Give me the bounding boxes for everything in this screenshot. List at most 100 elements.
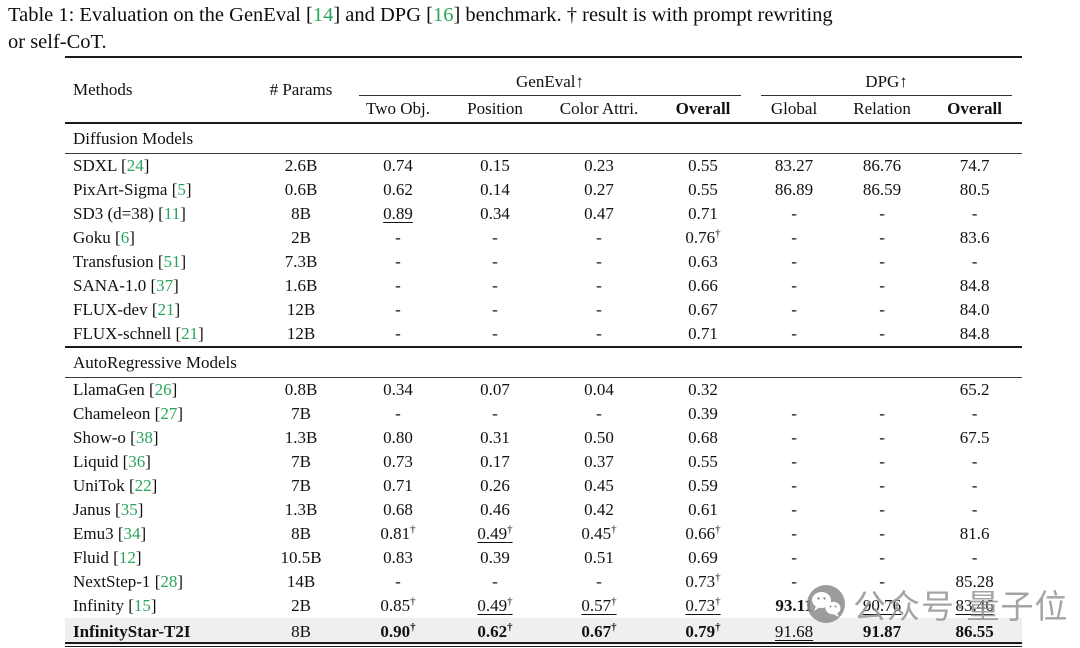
value-cell: 0.34 bbox=[447, 202, 543, 226]
value-text: - bbox=[492, 252, 498, 271]
method-cell: PixArt-Sigma [5] bbox=[73, 180, 192, 199]
value-cell bbox=[751, 378, 837, 403]
value-text: 84.8 bbox=[959, 276, 990, 295]
method-cell: Liquid [36] bbox=[73, 452, 151, 471]
value-text: 0.73† bbox=[685, 571, 721, 591]
value-text: 0.71 bbox=[688, 324, 718, 343]
citation-link[interactable]: 37 bbox=[156, 276, 174, 295]
citation-link[interactable]: 22 bbox=[134, 476, 152, 495]
value-cell: - bbox=[447, 322, 543, 347]
method-name: Janus bbox=[73, 500, 111, 519]
caption-text: Table 1: Evaluation on the GenEval [ bbox=[8, 4, 313, 26]
value-cell: - bbox=[837, 322, 927, 347]
method-name: Transfusion bbox=[73, 252, 154, 271]
dagger-mark: † bbox=[715, 595, 721, 608]
section-label: AutoRegressive Models bbox=[65, 346, 1023, 378]
col-header-dpg-overall: Overall bbox=[927, 96, 1023, 124]
value-text: - bbox=[596, 228, 602, 247]
method-name: UniTok bbox=[73, 476, 125, 495]
table-row: Emu3 [34] 8B 0.81† 0.49† 0.45† 0.66† - - 81.6 bbox=[65, 522, 1022, 546]
params-cell: 7B bbox=[291, 404, 311, 423]
citation-link[interactable]: 27 bbox=[160, 404, 178, 423]
value-text: 80.5 bbox=[959, 180, 990, 199]
citation-link[interactable]: 24 bbox=[126, 156, 144, 175]
citation-link[interactable]: 6 bbox=[120, 228, 130, 247]
method-cell: Emu3 [34] bbox=[73, 524, 147, 543]
value-text: 0.34 bbox=[480, 204, 510, 223]
method-name: InfinityStar-T2I bbox=[73, 621, 191, 641]
value-cell: - bbox=[349, 322, 447, 347]
params-cell: 2.6B bbox=[284, 156, 318, 175]
value-text: - bbox=[492, 324, 498, 343]
value-cell: 0.62† bbox=[447, 618, 543, 645]
citation-link[interactable]: 38 bbox=[135, 428, 153, 447]
citation-link[interactable]: 36 bbox=[128, 452, 146, 471]
value-cell: 67.5 bbox=[927, 426, 1022, 450]
citation-link[interactable]: 21 bbox=[181, 324, 199, 343]
benchmark-table: Methods # Params GenEval↑ DPG↑ Two Obj. … bbox=[65, 56, 1023, 645]
method-name: PixArt-Sigma bbox=[73, 180, 168, 199]
value-text: 83.6 bbox=[959, 228, 990, 247]
table-bottom-rule-2 bbox=[65, 646, 1022, 647]
citation-link[interactable]: 5 bbox=[177, 180, 186, 199]
citation-link[interactable]: 34 bbox=[123, 524, 141, 543]
citation-link[interactable]: 16 bbox=[432, 4, 454, 26]
value-text: 0.45 bbox=[584, 476, 614, 495]
value-text: - bbox=[791, 204, 797, 223]
value-cell: 0.63 bbox=[655, 250, 751, 274]
citation-link[interactable]: 35 bbox=[120, 500, 138, 519]
value-text: 0.17 bbox=[480, 452, 510, 471]
value-cell: 0.68 bbox=[655, 426, 751, 450]
group-label-geneval: GenEval↑ bbox=[359, 72, 742, 96]
method-cell: Goku [6] bbox=[73, 228, 135, 247]
value-cell: 0.79† bbox=[655, 618, 752, 645]
col-header-methods: Methods bbox=[65, 57, 253, 124]
value-text: 0.73 bbox=[383, 452, 413, 471]
value-text: 0.69 bbox=[688, 548, 718, 567]
value-text: 0.63 bbox=[688, 252, 718, 271]
value-text: - bbox=[879, 404, 885, 423]
citation-link[interactable]: 21 bbox=[157, 300, 175, 319]
params-cell: 0.8B bbox=[284, 380, 318, 399]
value-cell: 0.39 bbox=[447, 546, 543, 570]
method-cell: InfinityStar-T2I bbox=[65, 618, 253, 645]
method-cell: Transfusion [51] bbox=[73, 252, 187, 271]
citation-link[interactable]: 11 bbox=[163, 204, 181, 223]
value-cell: - bbox=[751, 570, 837, 594]
value-text: 0.34 bbox=[383, 380, 413, 399]
value-text: 0.31 bbox=[480, 428, 510, 447]
value-cell: 0.73† bbox=[655, 594, 751, 618]
value-cell: 0.27 bbox=[543, 178, 655, 202]
value-text: - bbox=[879, 500, 885, 519]
value-text: 0.59 bbox=[688, 476, 718, 495]
method-name: NextStep-1 bbox=[73, 572, 151, 591]
citation-link[interactable]: 26 bbox=[154, 380, 172, 399]
citation-link[interactable]: 28 bbox=[160, 572, 178, 591]
citation-link[interactable]: 14 bbox=[312, 4, 334, 26]
value-cell: 0.42 bbox=[543, 498, 655, 522]
value-text: 0.23 bbox=[584, 156, 614, 175]
method-name: Chameleon bbox=[73, 404, 151, 423]
value-cell: 0.90† bbox=[349, 618, 447, 645]
table-row: FLUX-schnell [21] 12B - - - 0.71 - - 84.8 bbox=[65, 322, 1022, 347]
value-cell: - bbox=[349, 402, 447, 426]
citation-link[interactable]: 15 bbox=[133, 596, 151, 615]
value-cell: 91.87 bbox=[837, 618, 928, 645]
value-text: 0.71 bbox=[688, 204, 718, 223]
value-cell: 0.76† bbox=[655, 226, 751, 250]
value-cell: 0.34 bbox=[349, 378, 447, 403]
citation-link[interactable]: 51 bbox=[163, 252, 181, 271]
value-text: 0.57† bbox=[581, 595, 617, 615]
method-cell: NextStep-1 [28] bbox=[73, 572, 184, 591]
value-cell: - bbox=[837, 426, 927, 450]
value-cell: 0.66 bbox=[655, 274, 751, 298]
value-text: 86.76 bbox=[862, 156, 902, 175]
value-text: - bbox=[971, 548, 978, 567]
value-cell: - bbox=[837, 546, 927, 570]
table-row: Chameleon [27] 7B - - - 0.39 - - - bbox=[65, 402, 1022, 426]
citation-link[interactable]: 12 bbox=[118, 548, 136, 567]
value-text: 91.68 bbox=[774, 621, 814, 641]
value-text: 90.76 bbox=[862, 596, 902, 615]
header-group-row: Methods # Params GenEval↑ DPG↑ bbox=[65, 57, 1022, 124]
value-text: 0.39 bbox=[688, 404, 718, 423]
